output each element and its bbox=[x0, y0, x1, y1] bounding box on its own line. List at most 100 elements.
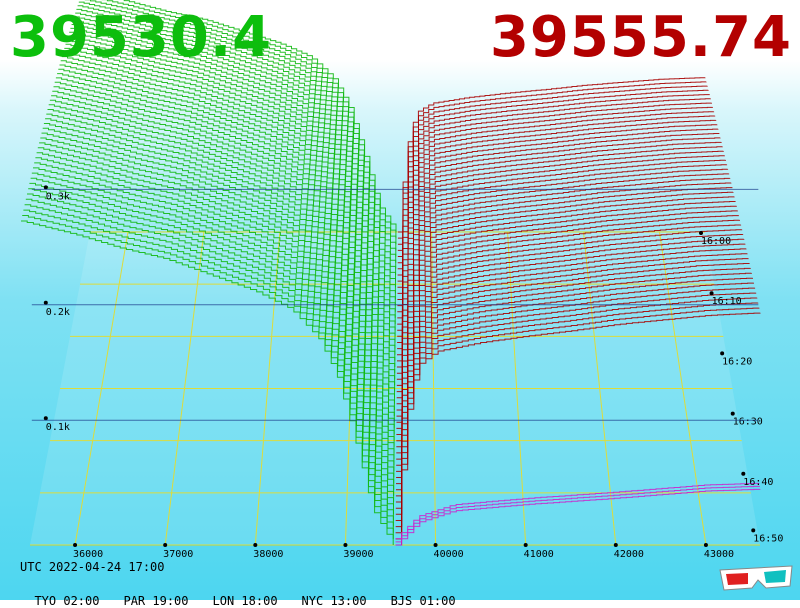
depth-line bbox=[75, 12, 397, 269]
3d-glasses-icon[interactable] bbox=[718, 564, 794, 592]
depth-line bbox=[72, 20, 396, 282]
z-tick-dot bbox=[43, 185, 48, 190]
depth-line bbox=[397, 141, 722, 325]
depth-line bbox=[58, 68, 396, 355]
depth-line bbox=[74, 16, 397, 275]
depth-line bbox=[398, 77, 706, 233]
depth-line bbox=[60, 60, 396, 343]
depth-line bbox=[47, 109, 395, 410]
depth-line bbox=[396, 210, 738, 417]
depth-line bbox=[395, 272, 752, 497]
depth-line bbox=[76, 8, 397, 263]
x-tick-dot bbox=[73, 543, 78, 547]
depth-line bbox=[71, 24, 396, 288]
depth-line bbox=[397, 137, 721, 319]
depth-line bbox=[21, 220, 394, 545]
depth-line bbox=[396, 173, 730, 368]
x-tick-label: 37000 bbox=[163, 549, 193, 560]
depth-line bbox=[397, 124, 718, 300]
depth-line bbox=[396, 263, 750, 485]
depth-line bbox=[61, 56, 396, 337]
x-tick-label: 42000 bbox=[614, 549, 644, 560]
z-tick-label: 0.2k bbox=[46, 307, 70, 318]
depth-line bbox=[52, 90, 396, 386]
depth-line bbox=[78, 1, 397, 251]
depth-line bbox=[397, 146, 723, 331]
depth-line bbox=[397, 85, 708, 245]
depth-line bbox=[39, 142, 395, 453]
depth-line bbox=[397, 150, 724, 337]
depth-line bbox=[397, 111, 715, 282]
depth-line bbox=[53, 86, 396, 380]
depth-line bbox=[45, 118, 395, 423]
depth-line bbox=[33, 167, 395, 484]
depth-line bbox=[397, 81, 707, 239]
depth-line bbox=[68, 35, 396, 306]
depth-line bbox=[396, 234, 744, 448]
zone-tyo: TYO 02:00 bbox=[34, 594, 100, 608]
x-tick-label: 38000 bbox=[253, 549, 283, 560]
depth-line bbox=[49, 99, 395, 398]
time-tick-dot bbox=[730, 411, 735, 416]
depth-line bbox=[396, 205, 737, 411]
time-tick-dot bbox=[709, 291, 714, 296]
depth-line bbox=[397, 119, 717, 294]
depth-line bbox=[396, 229, 743, 442]
depth-line bbox=[397, 102, 712, 270]
x-tick-dot bbox=[523, 543, 528, 547]
depth-line bbox=[395, 485, 760, 543]
ask-series-group bbox=[395, 77, 761, 546]
zone-nyc: NYC 13:00 bbox=[301, 594, 367, 608]
depth-line bbox=[397, 155, 725, 343]
depth-line bbox=[395, 488, 761, 546]
depth-line bbox=[55, 77, 396, 367]
depth-line bbox=[397, 115, 716, 288]
depth-line bbox=[119, 0, 397, 232]
latest-ask-series-group bbox=[395, 482, 761, 546]
depth-line bbox=[51, 95, 396, 392]
depth-line bbox=[48, 104, 395, 404]
depth-line bbox=[397, 98, 711, 264]
depth-line bbox=[35, 157, 395, 472]
x-tick-dot bbox=[433, 543, 438, 547]
depth-line bbox=[396, 196, 735, 399]
depth-line bbox=[64, 47, 396, 325]
depth-line bbox=[396, 258, 749, 478]
depth-line bbox=[31, 172, 395, 490]
depth-line bbox=[397, 168, 729, 362]
zone-bjs: BJS 01:00 bbox=[390, 594, 456, 608]
depth-line bbox=[28, 188, 394, 509]
time-tick-dot bbox=[751, 528, 756, 533]
depth-line bbox=[397, 106, 713, 276]
depth-line bbox=[396, 267, 751, 491]
x-tick-dot bbox=[163, 543, 168, 547]
depth-line bbox=[41, 132, 395, 441]
time-tick-dot bbox=[741, 471, 746, 476]
depth-line bbox=[27, 193, 394, 515]
depth-line bbox=[25, 198, 394, 521]
time-tick-label: 16:50 bbox=[753, 533, 783, 544]
depth-line bbox=[54, 81, 396, 374]
depth-line bbox=[396, 238, 745, 454]
depth-line bbox=[395, 277, 753, 503]
depth-line bbox=[395, 312, 761, 546]
depth-line bbox=[84, 0, 397, 245]
depth-line bbox=[42, 127, 395, 435]
z-tick-label: 0.3k bbox=[46, 191, 70, 202]
time-tick-label: 16:20 bbox=[722, 356, 752, 367]
depth-line bbox=[396, 219, 740, 429]
depth-line bbox=[101, 0, 397, 239]
depth-line bbox=[66, 39, 396, 312]
depth-line bbox=[397, 128, 719, 307]
depth-line bbox=[397, 164, 728, 356]
depth-line bbox=[396, 182, 732, 380]
depth-line bbox=[397, 94, 710, 257]
depth-line bbox=[397, 159, 726, 350]
depth-line bbox=[22, 215, 394, 539]
depth-line bbox=[29, 182, 395, 502]
x-tick-label: 39000 bbox=[343, 549, 373, 560]
x-tick-dot bbox=[703, 543, 708, 547]
ask-price: 39555.74 bbox=[489, 5, 792, 70]
x-tick-label: 43000 bbox=[704, 549, 734, 560]
depth-line bbox=[34, 162, 395, 478]
